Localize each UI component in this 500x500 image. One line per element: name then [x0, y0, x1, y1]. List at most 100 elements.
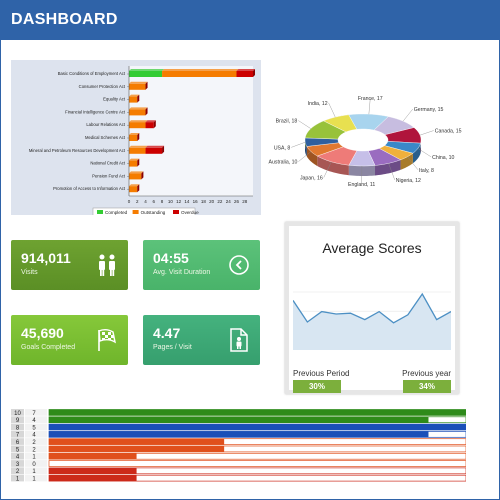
x-tick-label: 16 [193, 199, 199, 204]
legend-box [92, 207, 196, 215]
legend-swatch [132, 210, 139, 214]
category-label: Promotion of Access to Information Act [53, 186, 126, 191]
x-tick-label: 12 [176, 199, 182, 204]
bar-list-count: 0 [32, 462, 36, 468]
bar-list-index-cell [11, 416, 24, 423]
bar-outstanding [129, 96, 138, 103]
bar-side-face [141, 171, 144, 180]
bar-list-index-cell [11, 445, 24, 453]
donut-leader-line [419, 130, 434, 136]
donut-slice-label: Japan, 16 [300, 176, 323, 182]
previous-period-label: Previous Period [293, 369, 350, 378]
x-tick-label: 24 [226, 199, 232, 204]
bar-outstanding [129, 135, 138, 141]
bar-top-face [129, 171, 144, 174]
bar-list-count-cell [25, 409, 47, 416]
bar-list-index-cell [11, 409, 24, 416]
pages-tile[interactable]: 4.47 Pages / Visit [143, 315, 260, 365]
bar-list-fill [49, 431, 429, 438]
bar-list-index: 3 [16, 462, 20, 468]
x-tick-label: 20 [209, 199, 215, 204]
bar-list-index-cell [11, 438, 24, 445]
category-label: Medical Schemes Act [85, 135, 126, 140]
bar-list-index: 8 [16, 425, 20, 431]
compliance-bar-chart-svg: Basic Conditions of Employment Act Consum… [29, 66, 255, 215]
bar-outstanding [129, 160, 138, 167]
people-icon [99, 254, 115, 276]
average-scores-card: Average Scores Previous Period Previous … [285, 222, 459, 394]
bar-outstanding [129, 186, 138, 193]
bar-list-count-cell [25, 467, 47, 475]
bar-top-face [145, 145, 165, 148]
bar-outstanding [129, 173, 142, 180]
bar-top-face [129, 69, 165, 71]
bar-side-face [162, 145, 165, 154]
visits-tile[interactable]: 914,011 Visits [11, 240, 128, 290]
bar-side-face [137, 184, 140, 193]
donut-slice-label: France, 17 [358, 96, 383, 102]
bar-top-face [236, 69, 255, 71]
bar-list-count: 7 [32, 411, 36, 417]
goals-tile[interactable]: 45,690 Goals Completed [11, 315, 128, 365]
bar-list-index-cell [11, 430, 24, 438]
bar-list-index-cell [11, 474, 24, 482]
duration-label: Avg. Visit Duration [153, 269, 211, 276]
donut-slice-wall [375, 159, 401, 176]
bar-overdue [145, 147, 163, 154]
bar-outstanding [129, 147, 146, 154]
bar-list-count-cell [25, 430, 47, 438]
category-label: Consumer Protection Act [79, 84, 126, 89]
bar-list-count: 5 [32, 425, 36, 431]
score-bar-list: 10 79 48 57 46 25 24 13 02 11 1 [11, 409, 466, 483]
bar-side-face [145, 107, 148, 116]
category-label: Equality Act [103, 97, 126, 102]
x-tick-label: 14 [184, 199, 190, 204]
bar-list-index: 9 [16, 418, 20, 424]
average-scores-title: Average Scores [322, 240, 422, 256]
bar-list-fill [49, 453, 137, 460]
bar-list-count: 4 [32, 433, 36, 439]
bar-list-count: 1 [32, 455, 36, 461]
document-person-icon [230, 328, 248, 352]
donut-leader-line [402, 108, 413, 122]
donut-leader-line [323, 161, 332, 178]
donut-slice-label: Germany, 15 [414, 107, 444, 113]
bar-outstanding [162, 71, 237, 77]
x-tick-label: 8 [161, 199, 164, 204]
donut-leader-line [407, 156, 419, 170]
bar-list-count: 1 [32, 477, 36, 483]
donut-leader-line [298, 151, 312, 162]
bar-outstanding [129, 83, 146, 90]
donut-slice-wall [412, 143, 421, 164]
bar-outstanding [129, 122, 146, 129]
donut-leader-line [291, 142, 306, 148]
previous-year-value: 34% [403, 380, 451, 393]
bar-top-face [129, 145, 148, 148]
visits-label: Visits [21, 269, 38, 276]
donut-slice-label: Brazil, 18 [276, 119, 298, 125]
legend-swatch [173, 210, 179, 214]
goals-label: Goals Completed [21, 344, 76, 351]
page-title: DASHBOARD [11, 11, 118, 28]
header-bar: DASHBOARD [0, 0, 500, 40]
bar-top-face [129, 120, 148, 123]
donut-slice-label: Nigeria, 12 [396, 178, 421, 184]
pages-value: 4.47 [153, 325, 181, 341]
donut-leader-line [368, 98, 371, 115]
bar-list-count-cell [25, 460, 47, 467]
bar-overdue [236, 71, 253, 77]
bar-list-index: 1 [16, 477, 20, 483]
x-tick-label: 6 [153, 199, 156, 204]
category-label: Labour Relations Act [86, 122, 125, 127]
bar-side-face [137, 94, 140, 103]
duration-value: 04:55 [153, 250, 189, 266]
duration-tile[interactable]: 04:55 Avg. Visit Duration [143, 240, 260, 290]
visits-value: 914,011 [21, 250, 71, 266]
bar-side-face [145, 81, 148, 90]
bar-completed [129, 71, 163, 77]
bar-list-count-cell [25, 452, 47, 460]
sparkline-area [293, 294, 451, 350]
bar-list-count-cell [25, 416, 47, 423]
bar-list-count-cell [25, 423, 47, 431]
x-tick-label: 4 [144, 199, 147, 204]
